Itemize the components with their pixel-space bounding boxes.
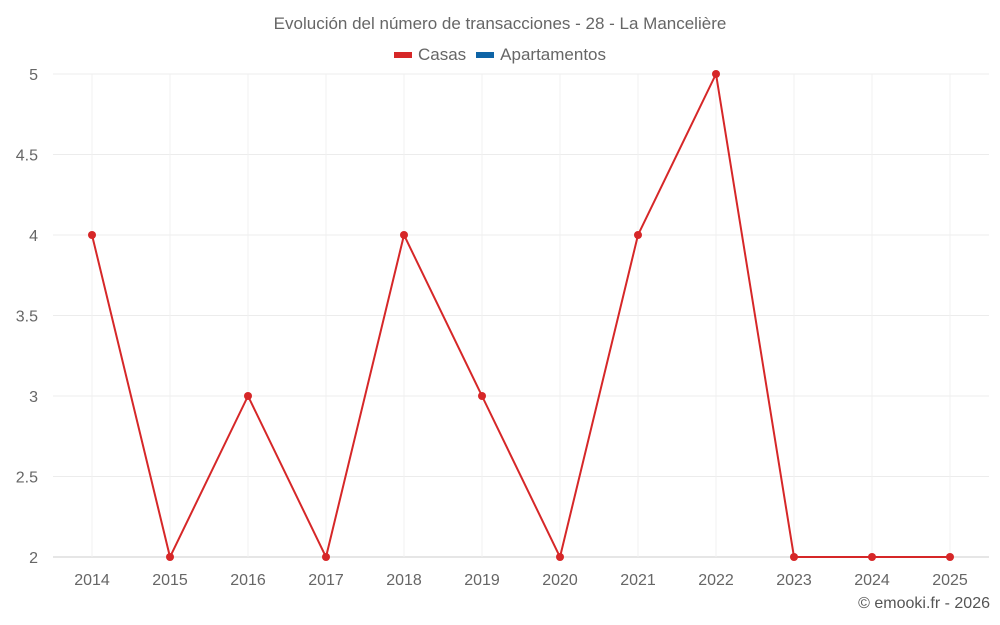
legend-item-casas[interactable]: Casas [393, 45, 467, 65]
x-tick-label: 2015 [152, 572, 188, 589]
x-tick-label: 2022 [698, 572, 734, 589]
data-point [166, 553, 174, 561]
data-point [478, 392, 486, 400]
legend-label: Casas [417, 45, 467, 64]
x-tick-label: 2014 [74, 572, 110, 589]
y-tick-label: 5 [29, 67, 38, 84]
legend-swatch-apartamentos [476, 52, 495, 58]
y-tick-label: 3.5 [16, 309, 38, 326]
series-line-casas [91, 70, 950, 560]
x-tick-label: 2018 [386, 572, 422, 589]
legend: Casas Apartamentos [0, 45, 1000, 65]
data-point [322, 553, 330, 561]
chart-title: Evolución del número de transacciones - … [273, 14, 727, 33]
x-tick-label: 2024 [854, 572, 890, 589]
data-point [868, 553, 876, 561]
y-tick-label: 4 [29, 228, 38, 245]
data-point [556, 553, 564, 561]
x-tick-label: 2023 [776, 572, 812, 589]
data-point [790, 553, 798, 561]
y-tick-label: 4.5 [16, 148, 38, 165]
legend-item-apartamentos[interactable]: Apartamentos [476, 45, 606, 65]
x-tick-label: 2021 [620, 572, 656, 589]
data-point [400, 231, 408, 239]
y-tick-label: 2 [29, 550, 38, 567]
x-tick-label: 2020 [542, 572, 578, 589]
legend-label: Apartamentos [500, 45, 607, 64]
legend-swatch-casas [393, 52, 412, 58]
x-tick-label: 2016 [230, 572, 266, 589]
x-tick-label: 2019 [464, 572, 500, 589]
data-point [244, 392, 252, 400]
x-tick-label: 2017 [308, 572, 344, 589]
data-point [946, 553, 954, 561]
x-tick-label: 2025 [932, 572, 968, 589]
data-point [712, 70, 720, 78]
credit-text: © emooki.fr - 2026 [858, 595, 990, 612]
data-point [634, 231, 642, 239]
data-point [88, 231, 96, 239]
y-tick-label: 2.5 [16, 470, 38, 487]
y-tick-label: 3 [29, 389, 38, 406]
